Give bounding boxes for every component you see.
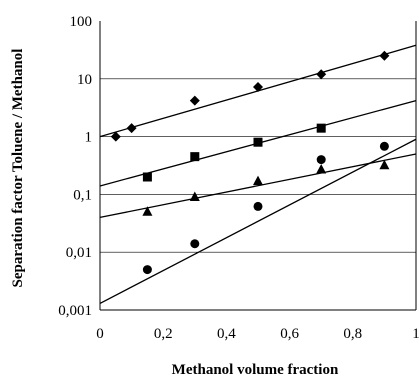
y-tick-label: 10 <box>77 72 92 88</box>
circle-marker <box>142 265 152 275</box>
circle-fit-line <box>99 138 417 304</box>
triangle-marker <box>316 163 327 174</box>
x-tick-label: 0 <box>96 326 104 342</box>
x-tick-label: 1 <box>412 326 419 342</box>
circle-marker <box>253 201 263 211</box>
diamond-marker <box>126 123 137 134</box>
triangle-marker <box>142 206 153 216</box>
y-tick-label: 0,001 <box>58 303 92 319</box>
diamond-marker <box>316 69 327 80</box>
y-tick-label: 100 <box>70 14 93 30</box>
triangle-marker <box>253 175 263 186</box>
circle-marker <box>190 239 200 249</box>
circle-marker <box>316 155 326 165</box>
y-tick-label: 0,1 <box>73 187 92 203</box>
x-tick-label: 0,2 <box>154 326 173 342</box>
square-marker <box>253 137 263 147</box>
data-markers <box>110 50 390 275</box>
diamond-marker <box>110 131 121 142</box>
y-axis-label: Separation factor Toluene / Methanol <box>10 49 26 288</box>
y-tick-label: 1 <box>85 130 93 146</box>
x-tick-label: 0,6 <box>280 326 299 342</box>
x-tick-labels: 0 0,2 0,4 0,6 0,8 1 <box>96 326 419 342</box>
x-tick-label: 0,8 <box>343 326 362 342</box>
square-marker <box>316 123 326 133</box>
circle-marker <box>379 141 389 151</box>
x-axis-label: Methanol volume fraction <box>172 362 339 378</box>
x-tick-label: 0,4 <box>217 326 236 342</box>
triangle-marker <box>189 191 200 202</box>
axes <box>99 21 417 311</box>
square-marker <box>190 152 200 162</box>
square-marker <box>142 172 152 182</box>
triangle-marker <box>379 159 390 170</box>
grid-lines <box>100 78 416 253</box>
diamond-marker <box>253 82 263 93</box>
diamond-marker <box>189 95 200 106</box>
triangle-fit-line <box>99 153 417 219</box>
diamond-marker <box>379 50 390 61</box>
y-tick-label: 0,01 <box>66 245 92 261</box>
y-tick-labels: 0,001 0,01 0,1 1 10 100 <box>58 14 92 319</box>
